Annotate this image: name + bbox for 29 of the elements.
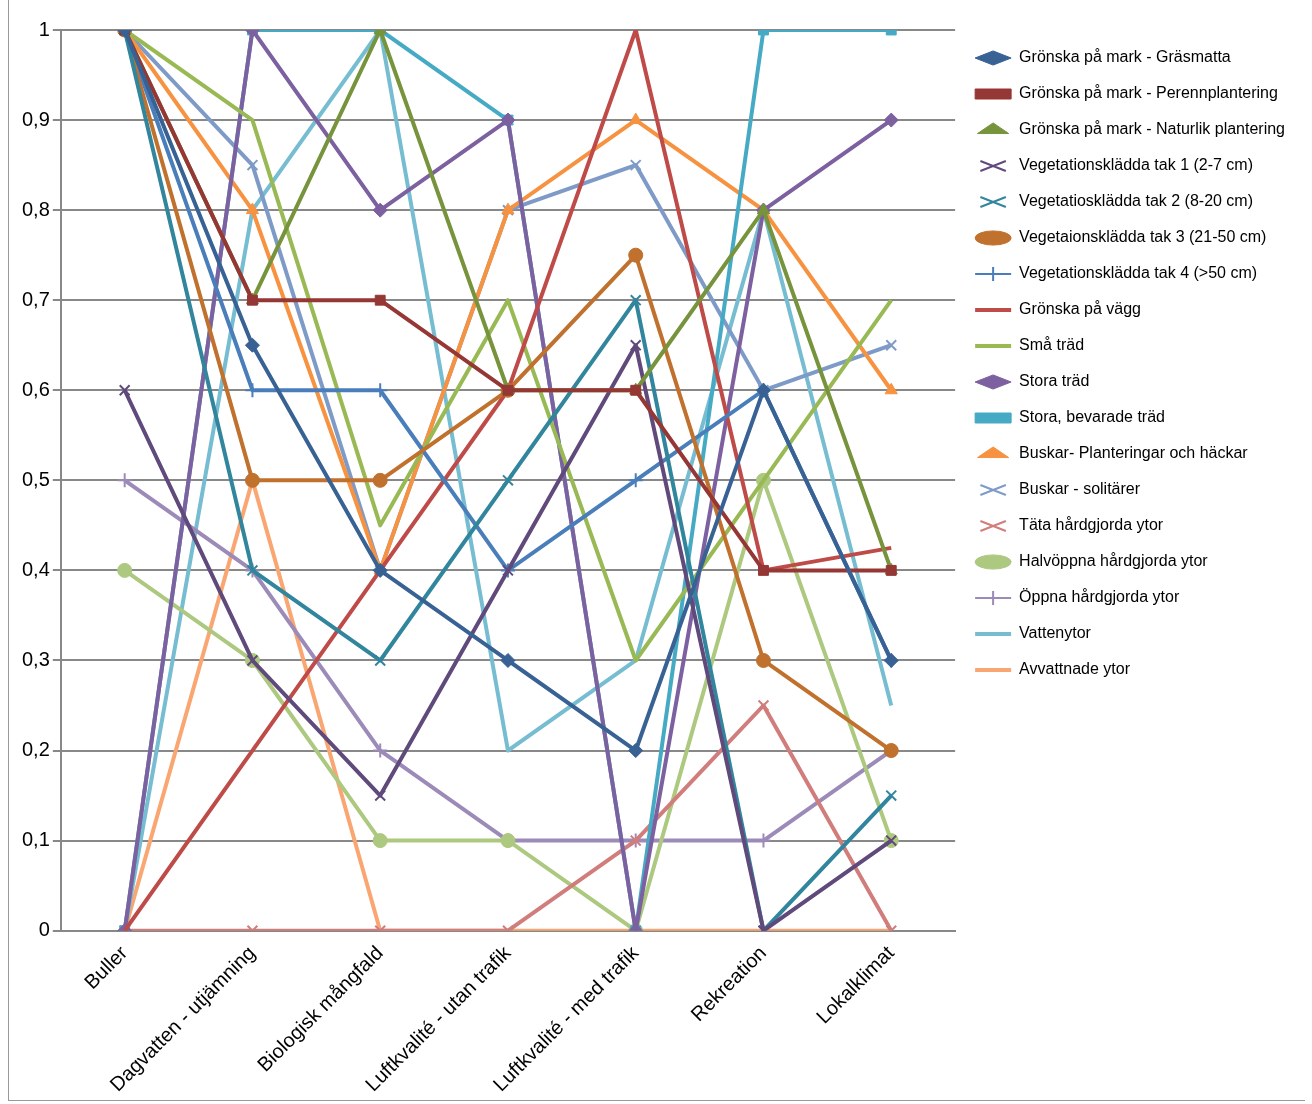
- y-tick-label: 0,3: [21, 647, 50, 670]
- legend-label: Vegetatiosklädda tak 2 (8-20 cm): [1019, 192, 1254, 210]
- legend-label: Avvattnade ytor: [1019, 660, 1131, 678]
- y-tick-label: 0,9: [21, 107, 50, 130]
- legend-label: Täta hårdgjorda ytor: [1019, 516, 1164, 534]
- y-tick-label: 0,4: [21, 557, 50, 580]
- legend-label: Buskar- Planteringar och häckar: [1019, 444, 1249, 462]
- legend-label: Halvöppna hårdgjorda ytor: [1019, 552, 1209, 570]
- legend-label: Vegetationsklädda tak 1 (2-7 cm): [1019, 156, 1254, 174]
- y-tick-label: 0,5: [21, 467, 50, 490]
- y-tick-label: 0,2: [21, 738, 50, 761]
- y-tick-label: 0,1: [21, 828, 50, 851]
- legend-label: Små träd: [1019, 336, 1085, 354]
- legend-label: Grönska på mark - Perennplantering: [1019, 84, 1278, 102]
- legend-label: Vattenytor: [1019, 624, 1092, 642]
- legend-label: Vegetationsklädda tak 4 (>50 cm): [1019, 264, 1258, 282]
- y-tick-label: 0,8: [21, 197, 50, 220]
- legend-label: Grönska på vägg: [1019, 300, 1141, 318]
- y-tick-label: 0,6: [21, 377, 50, 400]
- y-tick-label: 0,7: [21, 287, 50, 310]
- y-tick-label: 0: [38, 918, 50, 941]
- legend-label: Vegetaionsklädda tak 3 (21-50 cm): [1019, 228, 1267, 246]
- legend-label: Stora träd: [1019, 372, 1090, 390]
- legend-label: Grönska på mark - Gräsmatta: [1019, 48, 1231, 66]
- legend-label: Stora, bevarade träd: [1019, 408, 1165, 426]
- legend-label: Grönska på mark - Naturlik plantering: [1019, 120, 1286, 138]
- y-tick-label: 1: [38, 17, 50, 40]
- legend-label: Öppna hårdgjorda ytor: [1019, 588, 1180, 606]
- legend-label: Buskar - solitärer: [1019, 480, 1141, 498]
